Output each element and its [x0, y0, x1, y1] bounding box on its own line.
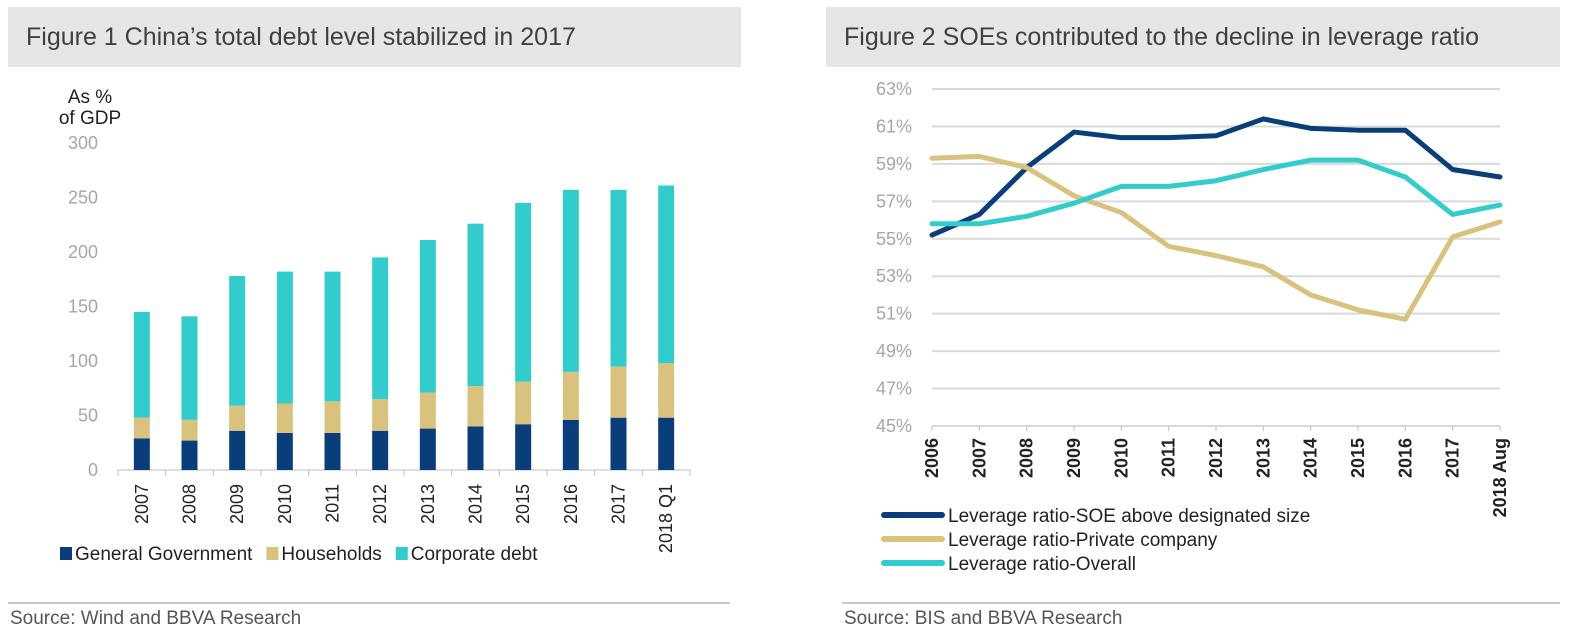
- x-tick-label: 2008: [1017, 438, 1037, 478]
- figure2-title: Figure 2 SOEs contributed to the decline…: [826, 7, 1560, 67]
- bar-households-2010: [276, 403, 293, 433]
- bar-corporate-debt-2016: [562, 189, 579, 372]
- bar-general-government-2016: [562, 419, 579, 470]
- bar-corporate-debt-2007: [133, 311, 150, 418]
- x-tick-label: 2012: [370, 484, 390, 524]
- bar-general-government-2012: [372, 430, 389, 470]
- legend-label-households: Households: [281, 544, 381, 565]
- y-tick-label: 61%: [876, 116, 912, 136]
- y-tick-label: 100: [68, 351, 98, 371]
- legend-label-leverage-ratio-private-company: Leverage ratio-Private company: [948, 530, 1218, 551]
- figure2-source: Source: BIS and BBVA Research: [842, 602, 1560, 632]
- bar-general-government-2009: [229, 430, 246, 470]
- bar-households-2018-q1: [658, 363, 675, 418]
- x-tick-label: 2007: [969, 438, 989, 478]
- bar-corporate-debt-2017: [610, 189, 627, 367]
- y-tick-label: 250: [68, 188, 98, 208]
- bar-general-government-2018-q1: [658, 417, 675, 470]
- bar-general-government-2017: [610, 417, 627, 470]
- x-tick-label: 2013: [1253, 438, 1273, 478]
- x-tick-label: 2017: [609, 484, 629, 524]
- bar-households-2014: [467, 386, 484, 427]
- x-tick-label: 2010: [1111, 438, 1131, 478]
- y-tick-label: 59%: [876, 154, 912, 174]
- bar-general-government-2014: [467, 426, 484, 470]
- y-tick-label: 200: [68, 242, 98, 262]
- legend-label-leverage-ratio-overall: Leverage ratio-Overall: [948, 554, 1136, 575]
- x-tick-label: 2017: [1443, 438, 1463, 478]
- y-tick-label: 150: [68, 297, 98, 317]
- y-tick-label: 300: [68, 133, 98, 153]
- x-tick-label: 2006: [922, 438, 942, 478]
- bar-general-government-2007: [133, 438, 150, 470]
- figure1-title: Figure 1 China’s total debt level stabil…: [8, 7, 741, 67]
- legend-swatch-households: [266, 547, 279, 560]
- legend-label-general-government: General Government: [75, 544, 253, 565]
- x-tick-label: 2015: [513, 484, 533, 524]
- bar-households-2012: [372, 399, 389, 431]
- bar-general-government-2015: [515, 424, 532, 470]
- y-tick-label: 51%: [876, 304, 912, 324]
- x-tick-label: 2007: [132, 484, 152, 524]
- line-leverage-ratio-private-company: [929, 153, 1503, 322]
- y-tick-label: 45%: [876, 416, 912, 436]
- x-tick-label: 2010: [275, 484, 295, 524]
- bar-households-2013: [419, 392, 436, 429]
- y-tick-label: 0: [88, 460, 98, 480]
- legend-swatch-general-government: [60, 547, 72, 560]
- bar-general-government-2011: [324, 432, 341, 470]
- x-tick-label: 2009: [1064, 438, 1084, 478]
- x-tick-label: 2016: [561, 484, 581, 524]
- bar-corporate-debt-2015: [515, 202, 532, 382]
- line-leverage-ratio-overall: [929, 157, 1503, 227]
- bar-households-2011: [324, 401, 341, 433]
- legend-label-leverage-ratio-soe-above-designated-size: Leverage ratio-SOE above designated size: [948, 506, 1310, 527]
- bar-general-government-2013: [419, 428, 436, 470]
- bar-corporate-debt-2009: [229, 275, 246, 406]
- y-tick-label: 49%: [876, 341, 912, 361]
- bar-households-2015: [515, 381, 532, 425]
- bar-corporate-debt-2014: [467, 223, 484, 387]
- bar-corporate-debt-2013: [419, 240, 436, 393]
- x-tick-label: 2008: [180, 484, 200, 524]
- y-tick-label: 50: [78, 406, 98, 426]
- bar-general-government-2008: [181, 440, 198, 470]
- bar-corporate-debt-2012: [372, 257, 389, 400]
- bar-corporate-debt-2018-q1: [658, 185, 675, 364]
- bar-corporate-debt-2008: [181, 316, 198, 420]
- y-tick-label: 47%: [876, 379, 912, 399]
- x-tick-label: 2014: [466, 484, 486, 524]
- y-tick-label: 63%: [876, 79, 912, 99]
- x-tick-label: 2012: [1206, 438, 1226, 478]
- bar-households-2016: [562, 371, 579, 420]
- bar-corporate-debt-2010: [276, 271, 293, 404]
- bar-households-2017: [610, 366, 627, 418]
- bar-households-2008: [181, 419, 198, 441]
- legend-label-corporate-debt: Corporate debt: [411, 544, 538, 565]
- x-tick-label: 2018 Q1: [656, 484, 676, 553]
- y-axis-unit-label: As %: [68, 87, 112, 108]
- x-tick-label: 2013: [418, 484, 438, 524]
- x-tick-label: 2014: [1301, 438, 1321, 478]
- x-tick-label: 2011: [1159, 438, 1179, 477]
- y-tick-label: 57%: [876, 191, 912, 211]
- legend-swatch-corporate-debt: [395, 547, 408, 560]
- y-tick-label: 53%: [876, 266, 912, 286]
- bar-corporate-debt-2011: [324, 271, 341, 402]
- x-tick-label: 2016: [1395, 438, 1415, 478]
- bar-general-government-2010: [276, 432, 293, 470]
- y-tick-label: 55%: [876, 229, 912, 249]
- figure1-source: Source: Wind and BBVA Research: [8, 602, 730, 632]
- x-tick-label: 2018 Aug: [1490, 438, 1510, 517]
- figure1-chart: As %of GDP 0 50 100 150 200 250 300 2007 2008 2009…: [59, 87, 691, 565]
- bar-households-2009: [229, 405, 246, 431]
- x-tick-label: 2009: [227, 484, 247, 524]
- bar-households-2007: [133, 417, 150, 439]
- x-tick-label: 2011: [323, 484, 343, 523]
- x-tick-label: 2015: [1348, 438, 1368, 478]
- figure2-chart: 45% 47% 49% 51% 53% 55% 57% 59% 61% 63% 2006 2007 20…: [876, 79, 1510, 575]
- y-axis-unit-label: of GDP: [59, 108, 121, 129]
